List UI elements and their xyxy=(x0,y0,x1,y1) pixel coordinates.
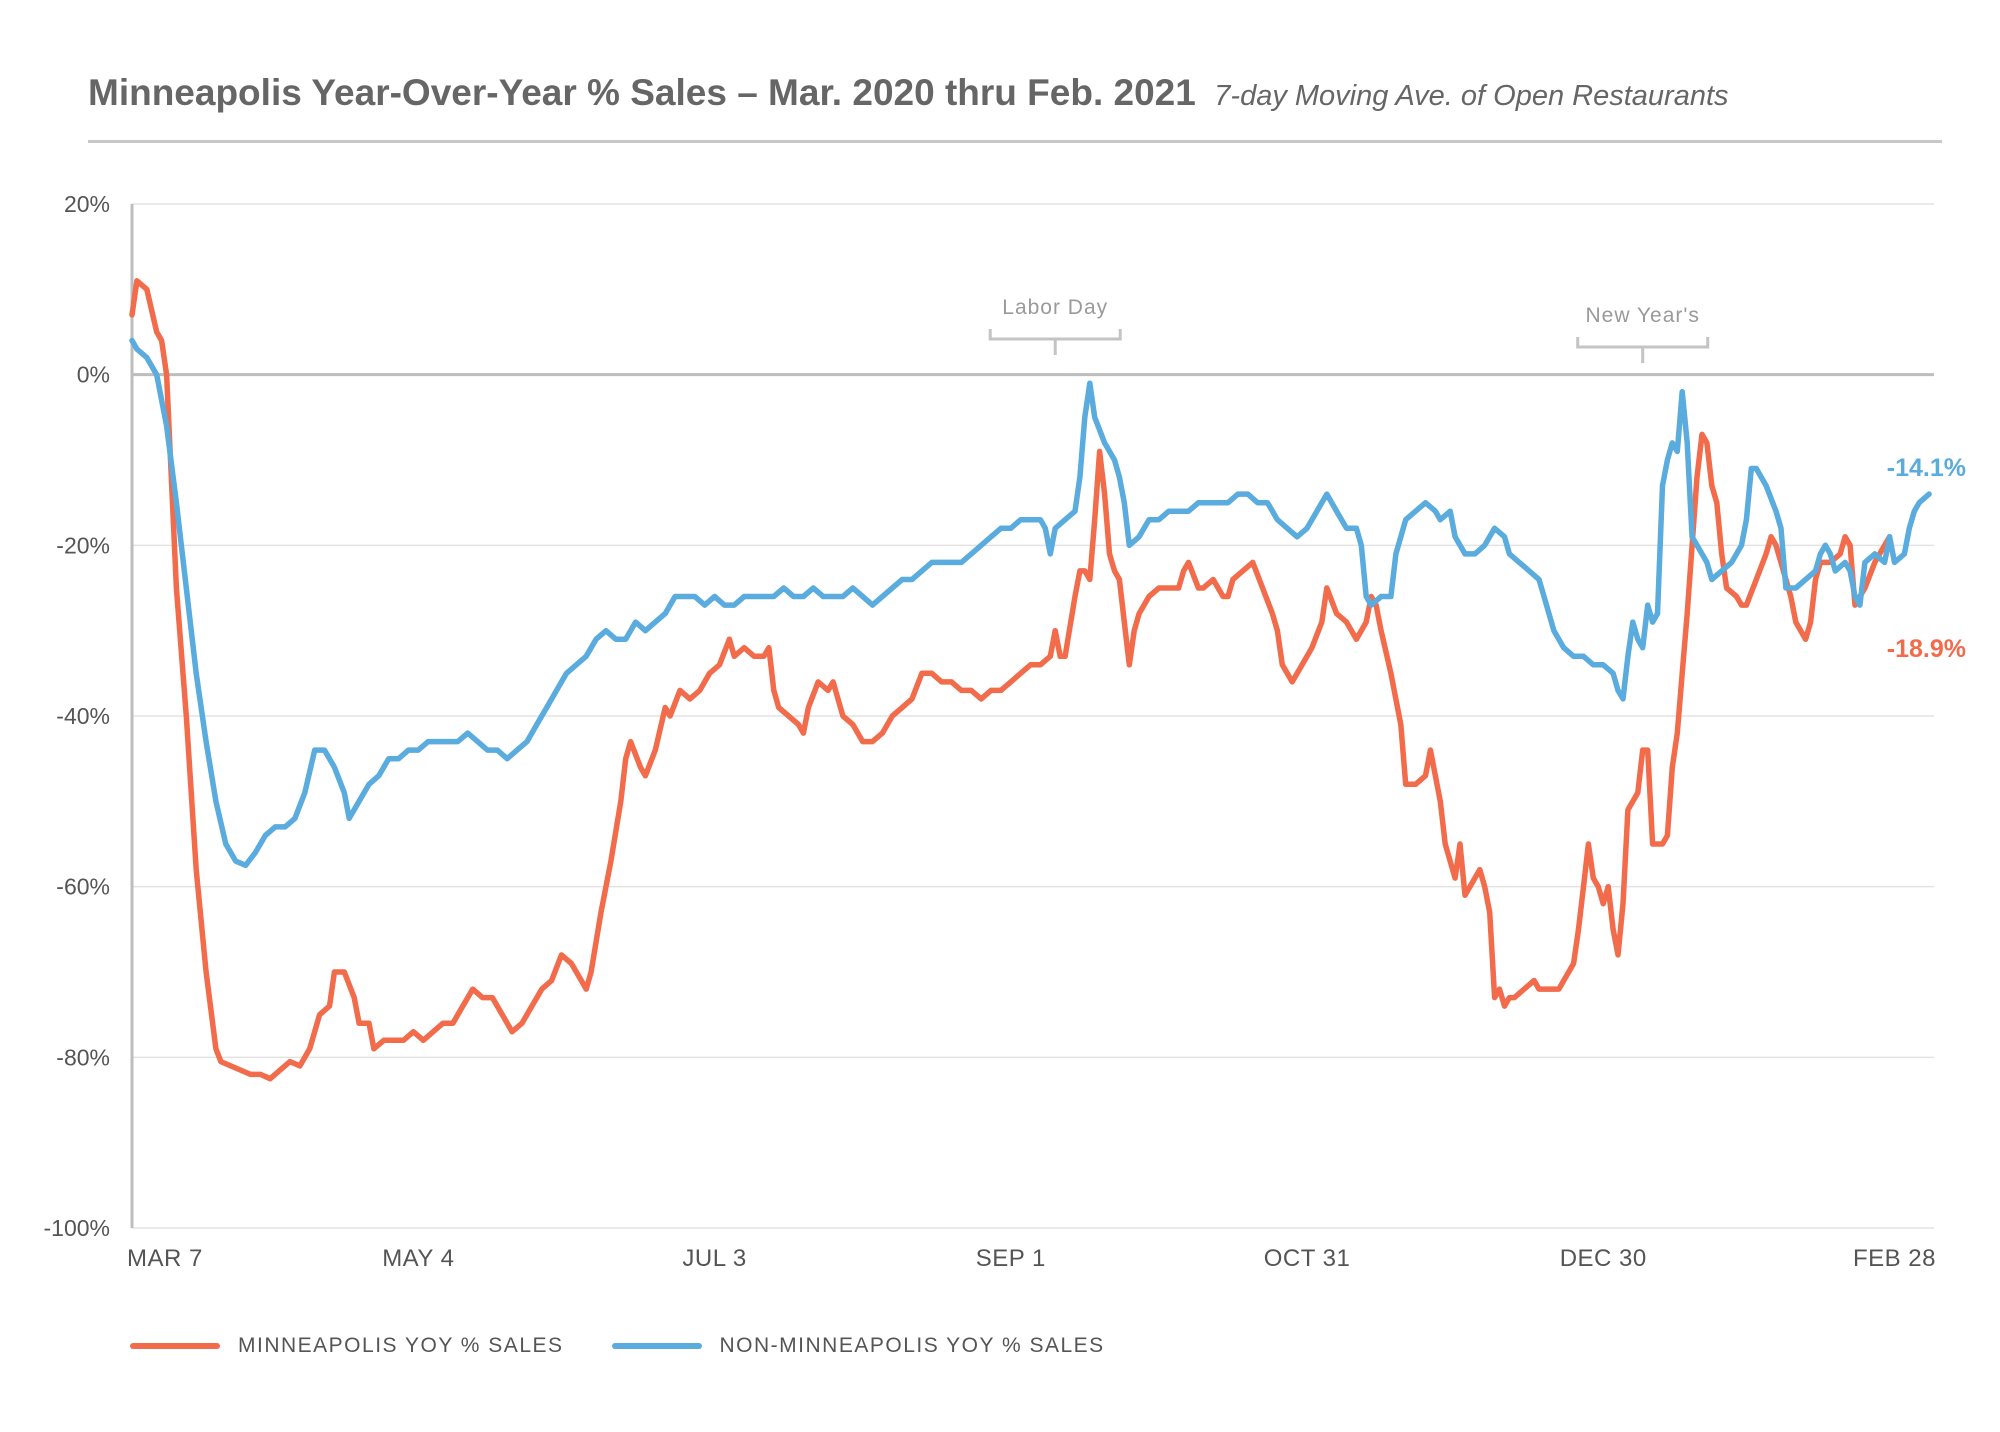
bracket-shape xyxy=(988,329,1122,355)
series-lines xyxy=(129,278,1932,1082)
y-tick-label: -80% xyxy=(56,1044,110,1070)
title-divider xyxy=(88,140,1942,143)
y-axis-ticks: 20% 0% -20% -40% -60% -80% -100% xyxy=(44,191,110,1241)
annotation-bracket: New Year's xyxy=(1576,304,1710,363)
chart-title-row: Minneapolis Year-Over-Year % Sales – Mar… xyxy=(88,72,1729,114)
y-tick-label: -40% xyxy=(56,703,110,729)
x-tick-label: DEC 30 xyxy=(1560,1245,1647,1272)
y-tick-label: -100% xyxy=(44,1215,110,1241)
x-tick-label: JUL 3 xyxy=(682,1245,746,1272)
gridlines xyxy=(132,203,1934,1229)
x-tick-label: OCT 31 xyxy=(1264,1245,1351,1272)
end-label-non-minneapolis: -14.1% xyxy=(1887,454,1966,482)
y-tick-label: -20% xyxy=(56,532,110,558)
annotation-label: Labor Day xyxy=(1002,296,1108,319)
legend-label-non-minneapolis: NON-MINNEAPOLIS YOY % SALES xyxy=(719,1334,1105,1357)
end-label-minneapolis: -18.9% xyxy=(1887,635,1966,663)
series-line-non-minneapolis xyxy=(129,337,1932,869)
legend: MINNEAPOLIS YOY % SALES NON-MINNEAPOLIS … xyxy=(130,1334,1153,1358)
legend-item-non-minneapolis: NON-MINNEAPOLIS YOY % SALES xyxy=(611,1334,1105,1358)
x-axis-ticks: MAR 7 MAY 4 JUL 3 SEP 1 OCT 31 DEC 30 FEB 28 xyxy=(127,1245,1936,1272)
y-tick-label: 0% xyxy=(77,362,110,388)
annotation-label: New Year's xyxy=(1586,304,1700,327)
legend-swatch-minneapolis xyxy=(130,1343,220,1349)
chart-subtitle: 7-day Moving Ave. of Open Restaurants xyxy=(1214,80,1729,112)
end-labels: -14.1% -18.9% xyxy=(1887,454,1966,663)
x-tick-label: MAR 7 xyxy=(127,1245,203,1272)
series-line-minneapolis xyxy=(129,278,1893,1082)
annotations: Labor Day New Year's xyxy=(988,296,1710,363)
x-tick-label: MAY 4 xyxy=(382,1245,454,1272)
y-tick-label: 20% xyxy=(64,191,110,217)
y-tick-label: -60% xyxy=(56,874,110,900)
legend-item-minneapolis: MINNEAPOLIS YOY % SALES xyxy=(130,1334,564,1358)
x-tick-label: SEP 1 xyxy=(976,1245,1046,1272)
chart-title: Minneapolis Year-Over-Year % Sales – Mar… xyxy=(88,72,1196,113)
annotation-bracket: Labor Day xyxy=(988,296,1122,355)
x-tick-label: FEB 28 xyxy=(1853,1245,1936,1272)
bracket-shape xyxy=(1576,337,1710,363)
legend-label-minneapolis: MINNEAPOLIS YOY % SALES xyxy=(238,1334,564,1357)
legend-swatch-non-minneapolis xyxy=(611,1343,702,1349)
